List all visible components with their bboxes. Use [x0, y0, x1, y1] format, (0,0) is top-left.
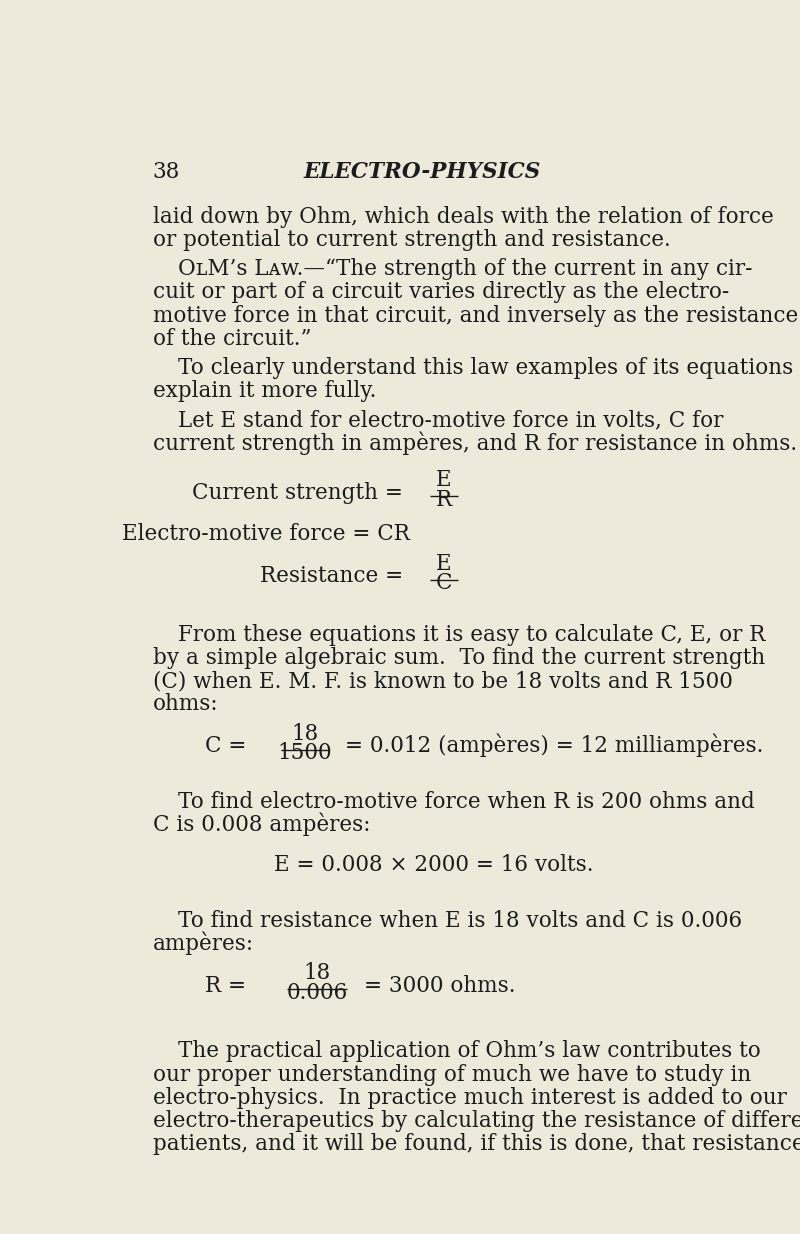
Text: 18: 18: [303, 963, 330, 985]
Text: = 3000 ohms.: = 3000 ohms.: [363, 975, 515, 997]
Text: cuit or part of a circuit varies directly as the electro-: cuit or part of a circuit varies directl…: [153, 281, 729, 304]
Text: To clearly understand this law examples of its equations: To clearly understand this law examples …: [178, 357, 793, 379]
Text: ELECTRO-PHYSICS: ELECTRO-PHYSICS: [304, 162, 541, 184]
Text: electro-therapeutics by calculating the resistance of different: electro-therapeutics by calculating the …: [153, 1111, 800, 1132]
Text: E = 0.008 × 2000 = 16 volts.: E = 0.008 × 2000 = 16 volts.: [274, 854, 593, 876]
Text: C =: C =: [206, 735, 254, 758]
Text: 38: 38: [153, 162, 180, 184]
Text: Electro-motive force = CR: Electro-motive force = CR: [122, 523, 410, 545]
Text: R: R: [436, 489, 452, 511]
Text: patients, and it will be found, if this is done, that resistance: patients, and it will be found, if this …: [153, 1133, 800, 1155]
Text: 18: 18: [291, 723, 318, 744]
Text: of the circuit.”: of the circuit.”: [153, 328, 311, 350]
Text: or potential to current strength and resistance.: or potential to current strength and res…: [153, 230, 670, 251]
Text: C: C: [436, 573, 452, 595]
Text: Current strength =: Current strength =: [192, 481, 410, 503]
Text: electro-physics.  In practice much interest is added to our: electro-physics. In practice much intere…: [153, 1087, 786, 1109]
Text: E: E: [436, 469, 452, 491]
Text: To find electro-motive force when R is 200 ohms and: To find electro-motive force when R is 2…: [178, 791, 754, 813]
Text: OʟM’s Lᴀw.—“The strength of the current in any cir-: OʟM’s Lᴀw.—“The strength of the current …: [178, 258, 752, 280]
Text: motive force in that circuit, and inversely as the resistance: motive force in that circuit, and invers…: [153, 305, 798, 327]
Text: = 0.012 (ampères) = 12 milliampères.: = 0.012 (ampères) = 12 milliampères.: [345, 734, 763, 758]
Text: Let E stand for electro-motive force in volts, C for: Let E stand for electro-motive force in …: [178, 410, 723, 432]
Text: (C) when E. M. F. is known to be 18 volts and R 1500: (C) when E. M. F. is known to be 18 volt…: [153, 670, 733, 692]
Text: C is 0.008 ampères:: C is 0.008 ampères:: [153, 813, 370, 837]
Text: Resistance =: Resistance =: [260, 565, 410, 587]
Text: ampères:: ampères:: [153, 932, 254, 955]
Text: 0.006: 0.006: [286, 982, 348, 1004]
Text: laid down by Ohm, which deals with the relation of force: laid down by Ohm, which deals with the r…: [153, 206, 774, 228]
Text: our proper understanding of much we have to study in: our proper understanding of much we have…: [153, 1064, 751, 1086]
Text: ohms:: ohms:: [153, 694, 218, 716]
Text: 1500: 1500: [278, 743, 332, 764]
Text: R =: R =: [206, 975, 254, 997]
Text: To find resistance when E is 18 volts and C is 0.006: To find resistance when E is 18 volts an…: [178, 909, 742, 932]
Text: explain it more fully.: explain it more fully.: [153, 380, 376, 402]
Text: by a simple algebraic sum.  To find the current strength: by a simple algebraic sum. To find the c…: [153, 647, 765, 669]
Text: The practical application of Ohm’s law contributes to: The practical application of Ohm’s law c…: [178, 1040, 760, 1062]
Text: From these equations it is easy to calculate C, E, or R: From these equations it is easy to calcu…: [178, 623, 765, 645]
Text: E: E: [436, 553, 452, 575]
Text: current strength in ampères, and R for resistance in ohms.: current strength in ampères, and R for r…: [153, 431, 797, 454]
